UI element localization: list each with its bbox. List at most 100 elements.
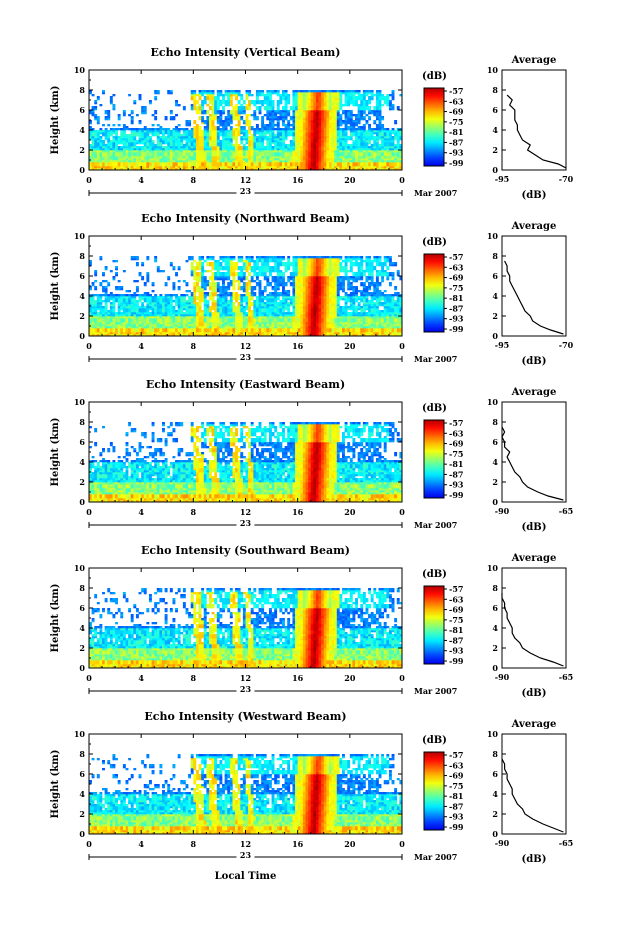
- profile-y-tick-label: 2: [492, 311, 498, 321]
- profile-y-tick-label: 8: [492, 417, 498, 427]
- profile-y-tick-label: 0: [492, 829, 498, 839]
- y-tick-label: 4: [79, 125, 85, 135]
- x-tick-label: 0: [399, 673, 405, 683]
- x-tick-label: 16: [292, 175, 304, 185]
- profile-x-tick-label: -65: [559, 838, 573, 848]
- y-tick-label: 6: [79, 105, 85, 115]
- profile-frame: [501, 235, 567, 337]
- y-axis-label: Height (km): [50, 252, 61, 321]
- colorbar-tick-label: -75: [449, 615, 463, 625]
- y-tick-label: 0: [79, 165, 85, 175]
- panel-3: Echo Intensity (Eastward Beam) 0 2 4 6 8 10 Hei…: [50, 378, 573, 533]
- colorbar-tick-label: -87: [449, 137, 463, 147]
- profile-y-tick-label: 8: [492, 583, 498, 593]
- profile-x-tick-label: -95: [495, 340, 509, 350]
- profile-y-tick-label: 10: [487, 729, 499, 739]
- colorbar-tick-label: -69: [449, 605, 464, 615]
- colorbar: [423, 253, 445, 333]
- colorbar-tick-label: -93: [449, 480, 464, 490]
- profile-x-tick-label: -90: [495, 672, 510, 682]
- panel-title: Echo Intensity (Northward Beam): [141, 212, 350, 225]
- colorbar-tick-label: -57: [449, 252, 463, 262]
- day-label: 23: [240, 352, 252, 362]
- panel-2: Echo Intensity (Northward Beam) 0 2 4 6 8 10 He…: [50, 212, 574, 367]
- colorbar-tick-label: -93: [449, 646, 464, 656]
- heatmap-cells: [89, 422, 403, 503]
- x-tick-label: 0: [86, 341, 92, 351]
- x-tick-label: 4: [138, 175, 144, 185]
- profile-y-tick-label: 4: [492, 125, 498, 135]
- colorbar-tick-label: -69: [449, 771, 464, 781]
- x-tick-label: 16: [292, 673, 304, 683]
- profile-frame: [501, 567, 567, 669]
- y-axis-label: Height (km): [50, 750, 61, 819]
- colorbar-tick-label: -87: [449, 801, 463, 811]
- panel-1: Echo Intensity (Vertical Beam) 0 2 4 6 8 10 Hei…: [50, 46, 574, 201]
- y-tick-label: 2: [79, 477, 85, 487]
- profile-frame: [501, 733, 567, 835]
- x-tick-label: 4: [138, 673, 144, 683]
- y-tick-label: 6: [79, 271, 85, 281]
- y-tick-label: 10: [74, 397, 86, 407]
- y-tick-label: 2: [79, 145, 85, 155]
- y-tick-label: 4: [79, 291, 85, 301]
- profile-x-tick-label: -70: [559, 174, 574, 184]
- profile-line: [501, 758, 564, 833]
- date-label: Mar 2007: [414, 852, 457, 862]
- profile-y-tick-label: 0: [492, 663, 498, 673]
- y-tick-label: 6: [79, 603, 85, 613]
- profile-x-tick-label: -65: [559, 506, 573, 516]
- colorbar-tick-label: -81: [449, 459, 463, 469]
- profile-title: Average: [511, 719, 557, 730]
- profile-y-tick-label: 8: [492, 251, 498, 261]
- profile-y-tick-label: 4: [492, 623, 498, 633]
- x-tick-label: 0: [86, 839, 92, 849]
- y-tick-label: 10: [74, 563, 86, 573]
- x-tick-label: 0: [399, 507, 405, 517]
- profile-y-tick-label: 6: [492, 105, 498, 115]
- profile-title: Average: [511, 55, 557, 66]
- profile-y-tick-label: 6: [492, 437, 498, 447]
- profile-title: Average: [511, 221, 557, 232]
- day-label: 23: [240, 684, 252, 694]
- colorbar-tick-label: -81: [449, 791, 463, 801]
- y-tick-label: 4: [79, 623, 85, 633]
- y-tick-label: 8: [79, 417, 85, 427]
- x-tick-label: 16: [292, 341, 304, 351]
- profile-x-tick-label: -90: [495, 506, 510, 516]
- colorbar-tick-label: -63: [449, 428, 464, 438]
- x-tick-label: 0: [399, 839, 405, 849]
- colorbar-tick-label: -75: [449, 449, 463, 459]
- profile-frame: [501, 401, 567, 503]
- y-tick-label: 4: [79, 789, 85, 799]
- colorbar-unit: (dB): [422, 237, 447, 248]
- profile-y-tick-label: 2: [492, 145, 498, 155]
- x-tick-label: 12: [240, 175, 251, 185]
- colorbar-tick-label: -63: [449, 262, 464, 272]
- colorbar-tick-label: -57: [449, 86, 463, 96]
- colorbar-tick-label: -87: [449, 635, 463, 645]
- y-tick-label: 8: [79, 251, 85, 261]
- y-tick-label: 6: [79, 437, 85, 447]
- profile-x-label: (dB): [522, 356, 547, 367]
- x-tick-label: 8: [191, 839, 197, 849]
- profile-y-tick-label: 6: [492, 271, 498, 281]
- y-tick-label: 10: [74, 729, 86, 739]
- profile-y-tick-label: 4: [492, 291, 498, 301]
- x-tick-label: 12: [240, 341, 251, 351]
- profile-y-tick-label: 10: [487, 231, 499, 241]
- colorbar-tick-label: -57: [449, 418, 463, 428]
- colorbar-tick-label: -81: [449, 625, 463, 635]
- colorbar-tick-label: -63: [449, 96, 464, 106]
- y-axis-label: Height (km): [50, 86, 61, 155]
- colorbar-tick-label: -87: [449, 303, 463, 313]
- colorbar-tick-label: -75: [449, 781, 463, 791]
- y-tick-label: 2: [79, 809, 85, 819]
- date-label: Mar 2007: [414, 188, 457, 198]
- profile-x-label: (dB): [522, 854, 547, 865]
- date-label: Mar 2007: [414, 686, 457, 696]
- panel-4: Echo Intensity (Southward Beam) 0 2 4 6 8 10 He…: [50, 544, 573, 699]
- colorbar-tick-label: -99: [449, 490, 464, 500]
- x-tick-label: 4: [138, 839, 144, 849]
- profile-y-tick-label: 2: [492, 477, 498, 487]
